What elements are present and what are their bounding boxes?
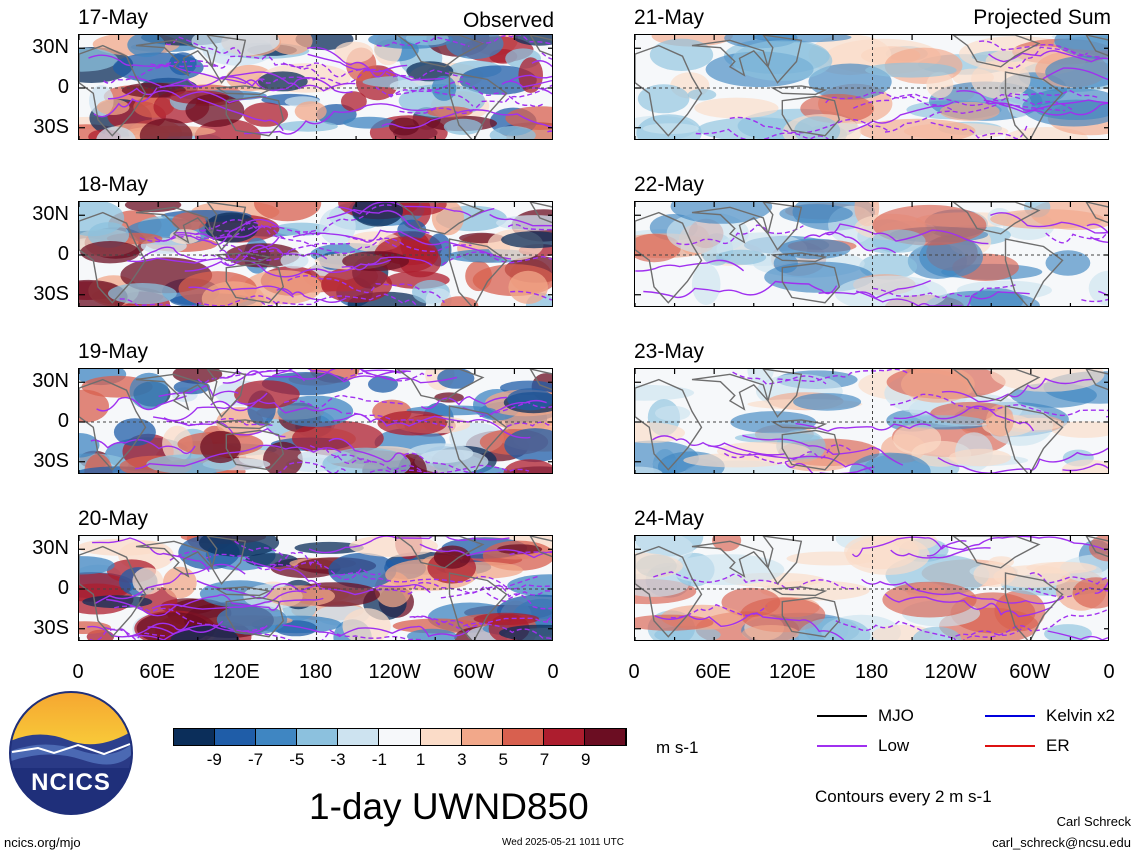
footer-author: Carl Schreck: [1056, 814, 1131, 829]
legend-low-line: [817, 745, 867, 747]
lat-tick-label: 30N: [32, 203, 69, 225]
colorbar-tick-label: 1: [415, 750, 426, 769]
figure-title: 1-day UWND850: [309, 786, 589, 827]
lon-tick-label: 120W: [924, 661, 977, 683]
lon-tick-label: 120E: [768, 661, 816, 683]
lat-tick-label: 30S: [33, 450, 69, 472]
lon-tick-label: 180: [854, 661, 889, 683]
colorbar-swatch: [420, 729, 462, 745]
colorbar-tick-label: -5: [289, 750, 305, 769]
lat-tick-label: 0: [57, 410, 69, 432]
colorbar-swatch: [256, 729, 298, 745]
legend-mjo-label: MJO: [878, 706, 914, 725]
lon-tick-label: 180: [298, 661, 333, 683]
colorbar-swatch: [338, 729, 380, 745]
colorbar-tick-label: -3: [330, 750, 346, 769]
contour-note: Contours every 2 m s-1: [815, 787, 992, 806]
lat-tick-label: 0: [57, 577, 69, 599]
logo-text: NCICS: [31, 769, 111, 796]
lon-tick-label: 60E: [695, 661, 731, 683]
lat-tick-label: 30S: [33, 283, 69, 305]
lon-tick-label: 0: [1103, 661, 1115, 683]
colorbar-swatch: [461, 729, 503, 745]
colorbar-swatch: [584, 729, 627, 745]
colorbar-tick-label: 9: [580, 750, 591, 769]
colorbar-unit: m s-1: [656, 738, 699, 757]
legend-kelvin-line: [985, 715, 1035, 717]
colorbar-swatch: [543, 729, 585, 745]
footer-url: ncics.org/mjo: [4, 835, 81, 850]
colorbar-swatch: [215, 729, 257, 745]
lat-tick-label: 0: [57, 243, 69, 265]
lat-tick-label: 30S: [33, 116, 69, 138]
logo-graphic: [9, 691, 133, 815]
panel-title-r2: 23-May: [634, 340, 705, 363]
panel-title-r0: 21-May: [634, 6, 705, 29]
colorbar-swatch: [174, 729, 216, 745]
lat-tick-label: 0: [57, 76, 69, 98]
lon-tick-label: 0: [628, 661, 640, 683]
map-panel: [634, 368, 1109, 474]
footer-timestamp: Wed 2025-05-21 1011 UTC: [502, 837, 624, 848]
panel-title-r3: 24-May: [634, 507, 705, 530]
map-field: [635, 202, 1108, 306]
lat-tick-label: 30N: [32, 36, 69, 58]
map-field: [635, 369, 1108, 473]
panel-title-l0: 17-May: [78, 6, 149, 29]
colorbar-tick-label: -9: [206, 750, 222, 769]
colorbar-tick-label: 3: [457, 750, 467, 769]
colorbar-swatch: [379, 729, 421, 745]
map-panel: [78, 34, 553, 140]
colorbar: [173, 728, 627, 746]
map-panel: [78, 535, 553, 641]
lon-tick-label: 120E: [212, 661, 260, 683]
colorbar-tick-label: 7: [539, 750, 550, 769]
legend-mjo-line: [817, 715, 867, 717]
colorbar-swatch: [502, 729, 544, 745]
map-panel: [78, 201, 553, 307]
ncics-logo: NCICS: [8, 690, 134, 816]
legend-er-line: [985, 745, 1035, 747]
lon-tick-label: 60W: [453, 661, 495, 683]
lat-tick-label: 30S: [33, 617, 69, 639]
map-field: [79, 536, 552, 640]
map-panel: [634, 201, 1109, 307]
colorbar-swatch: [297, 729, 339, 745]
map-field: [79, 35, 552, 139]
lon-tick-label: 60W: [1009, 661, 1051, 683]
map-field: [79, 369, 552, 473]
lon-tick-label: 0: [547, 661, 559, 683]
map-field: [79, 202, 552, 306]
lon-tick-label: 60E: [139, 661, 175, 683]
lon-tick-label: 0: [72, 661, 84, 683]
observed-label: Observed: [462, 9, 554, 32]
map-field: [635, 35, 1108, 139]
map-panel: [634, 34, 1109, 140]
panel-title-l1: 18-May: [78, 173, 149, 196]
lat-tick-label: 30N: [32, 370, 69, 392]
map-panel: [634, 535, 1109, 641]
panel-title-l2: 19-May: [78, 340, 149, 363]
footer-email: carl_schreck@ncsu.edu: [992, 835, 1131, 850]
colorbar-tick-label: -7: [247, 750, 264, 769]
colorbar-tick-label: 5: [498, 750, 508, 769]
map-panel: [78, 368, 553, 474]
legend-low-label: Low: [878, 736, 910, 755]
colorbar-tick-label: -1: [371, 750, 387, 769]
lon-tick-label: 120W: [368, 661, 421, 683]
panel-title-r1: 22-May: [634, 173, 705, 196]
projected-label: Projected Sum: [973, 6, 1111, 29]
legend-er-label: ER: [1046, 736, 1070, 755]
lat-tick-label: 30N: [32, 537, 69, 559]
panel-title-l3: 20-May: [78, 507, 149, 530]
legend-kelvin-label: Kelvin x2: [1046, 706, 1115, 725]
map-field: [635, 536, 1108, 640]
